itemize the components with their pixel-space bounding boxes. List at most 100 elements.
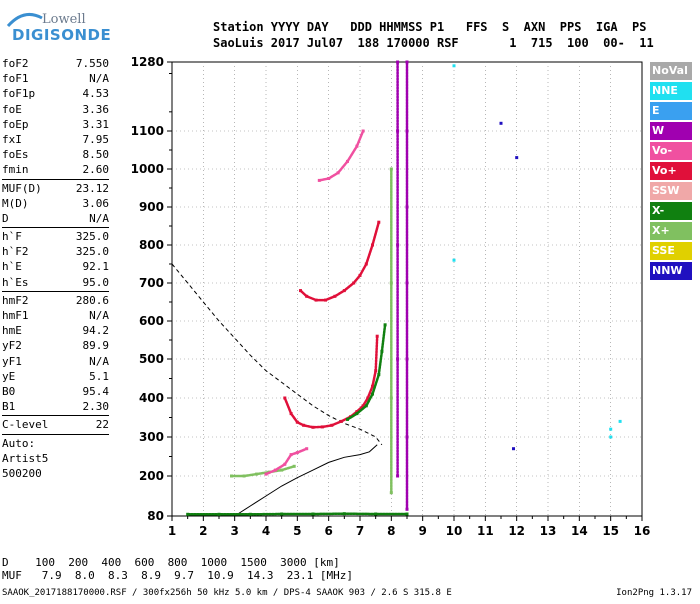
echo-nnw-point (512, 447, 515, 451)
param-value: 7.95 (82, 132, 110, 146)
echo-nne-point (452, 258, 456, 262)
param-value: 95.0 (82, 275, 110, 289)
param-value: 4.53 (82, 87, 110, 101)
param-row: M(D) 3.06 (2, 196, 109, 211)
legend-item-noval: NoVal (650, 62, 692, 80)
param-name: MUF(D) (2, 181, 42, 195)
distance-row: D 100 200 400 600 800 1000 1500 3000 [km… (2, 556, 340, 569)
echo-x--point (280, 468, 284, 472)
param-row: MUF(D) 23.12 (2, 181, 109, 196)
x-tick-label: 8 (387, 524, 395, 538)
param-name: B1 (2, 400, 16, 414)
echo-vo--point (361, 404, 365, 408)
y-tick-label: 700 (139, 276, 164, 290)
param-name: foEs (2, 148, 29, 162)
legend-item-e: E (650, 102, 692, 120)
param-name: foE (2, 102, 22, 116)
echo-vo--point (339, 419, 343, 423)
x-tick-label: 4 (262, 524, 270, 538)
echo-vo--trace (318, 129, 365, 182)
echo-x--point (230, 474, 233, 478)
echo-vo--point (289, 453, 293, 457)
parameter-list: foF2 7.550 foF1 N/A foF1p 4.53 foE 3.36 foEp 3.31… (2, 56, 109, 481)
echo-x--point (364, 404, 368, 408)
echo-w-point (396, 129, 400, 133)
param-name: h`F2 (2, 245, 29, 259)
param-name: yE (2, 369, 16, 383)
echo-vo--point (358, 273, 362, 277)
echo-w-point (405, 60, 409, 64)
param-name: fmin (2, 163, 29, 177)
profile-solid-line (234, 444, 378, 517)
echo-w-point (396, 474, 400, 478)
echo-x--point (346, 417, 349, 421)
y-tick-label: 900 (139, 200, 164, 214)
param-row: h`F 325.0 (2, 229, 109, 244)
x-tick-label: 7 (356, 524, 364, 538)
digisonde-logo: Lowell DIGISONDE (6, 10, 166, 50)
y-tick-label: 500 (139, 352, 164, 366)
echo-vo--point (283, 396, 287, 400)
y-tick-label: 1280 (131, 55, 164, 69)
file-info: SAAOK_2017188170000.RSF / 300fx256h 50 k… (2, 588, 452, 598)
echo-vo--point (295, 420, 299, 424)
header-line-1: Station YYYY DAY DDD HHMMSS P1 FFS S AXN… (213, 20, 647, 34)
echo-vo--point (299, 289, 302, 293)
echo-w-point (396, 243, 400, 247)
param-separator (2, 178, 109, 180)
echo-vo--point (264, 472, 268, 476)
param-name: yF1 (2, 354, 22, 368)
echo-vo--point (314, 298, 318, 302)
param-row: h`Es 95.0 (2, 275, 109, 290)
param-name: h`Es (2, 275, 29, 289)
param-row: hmF2 280.6 (2, 293, 109, 308)
echo-vo--trace (264, 447, 308, 476)
legend-item-vo-: Vo- (650, 142, 692, 160)
y-tick-label: 80 (147, 509, 164, 523)
param-name: yF2 (2, 339, 22, 353)
param-name: fxI (2, 132, 22, 146)
echo-x--point (371, 392, 374, 396)
echo-x--point (389, 491, 393, 495)
echo-vo--point (320, 425, 324, 429)
muf-row: MUF 7.9 8.0 8.3 8.9 9.7 10.9 14.3 23.1 [… (2, 569, 353, 582)
muf-distance-table: D 100 200 400 600 800 1000 1500 3000 [km… (2, 556, 353, 582)
x-tick-label: 9 (418, 524, 426, 538)
param-value: N/A (89, 211, 109, 225)
echo-vo--point (355, 144, 359, 148)
param-row: foEs 8.50 (2, 147, 109, 162)
param-row: yF1 N/A (2, 354, 109, 369)
param-value: 3.31 (82, 117, 110, 131)
echo-x--point (374, 512, 378, 516)
echo-nnw-point (499, 121, 503, 125)
echo-x--point (242, 474, 246, 478)
param-value: 95.4 (82, 384, 110, 398)
param-row: fmin 2.60 (2, 162, 109, 177)
echo-x--point (292, 464, 296, 468)
echo-vo--point (346, 159, 349, 163)
legend-item-nnw: NNW (650, 262, 692, 280)
echo-x--point (389, 167, 393, 171)
param-name: B0 (2, 384, 16, 398)
param-value: 8.50 (82, 148, 110, 162)
echo-vo--point (327, 177, 331, 180)
param-separator (2, 415, 109, 417)
y-tick-label: 1000 (131, 162, 164, 176)
param-name: foEp (2, 117, 29, 131)
echo-vo--point (324, 298, 327, 302)
header-line-2: SaoLuis 2017 Jul07 188 170000 RSF 1 715 … (213, 36, 654, 50)
legend-item-nne: NNE (650, 82, 692, 100)
param-name: h`F (2, 230, 22, 244)
echo-vo--point (289, 412, 293, 416)
param-note: Artist5 (2, 451, 49, 465)
echo-w-point (405, 281, 409, 285)
echo-x--point (380, 349, 384, 353)
param-name: foF1 (2, 72, 29, 86)
y-tick-label: 300 (139, 430, 164, 444)
param-row: yF2 89.9 (2, 338, 109, 353)
param-value: 280.6 (75, 293, 109, 307)
echo-vo--point (364, 262, 368, 266)
param-value: N/A (89, 354, 109, 368)
